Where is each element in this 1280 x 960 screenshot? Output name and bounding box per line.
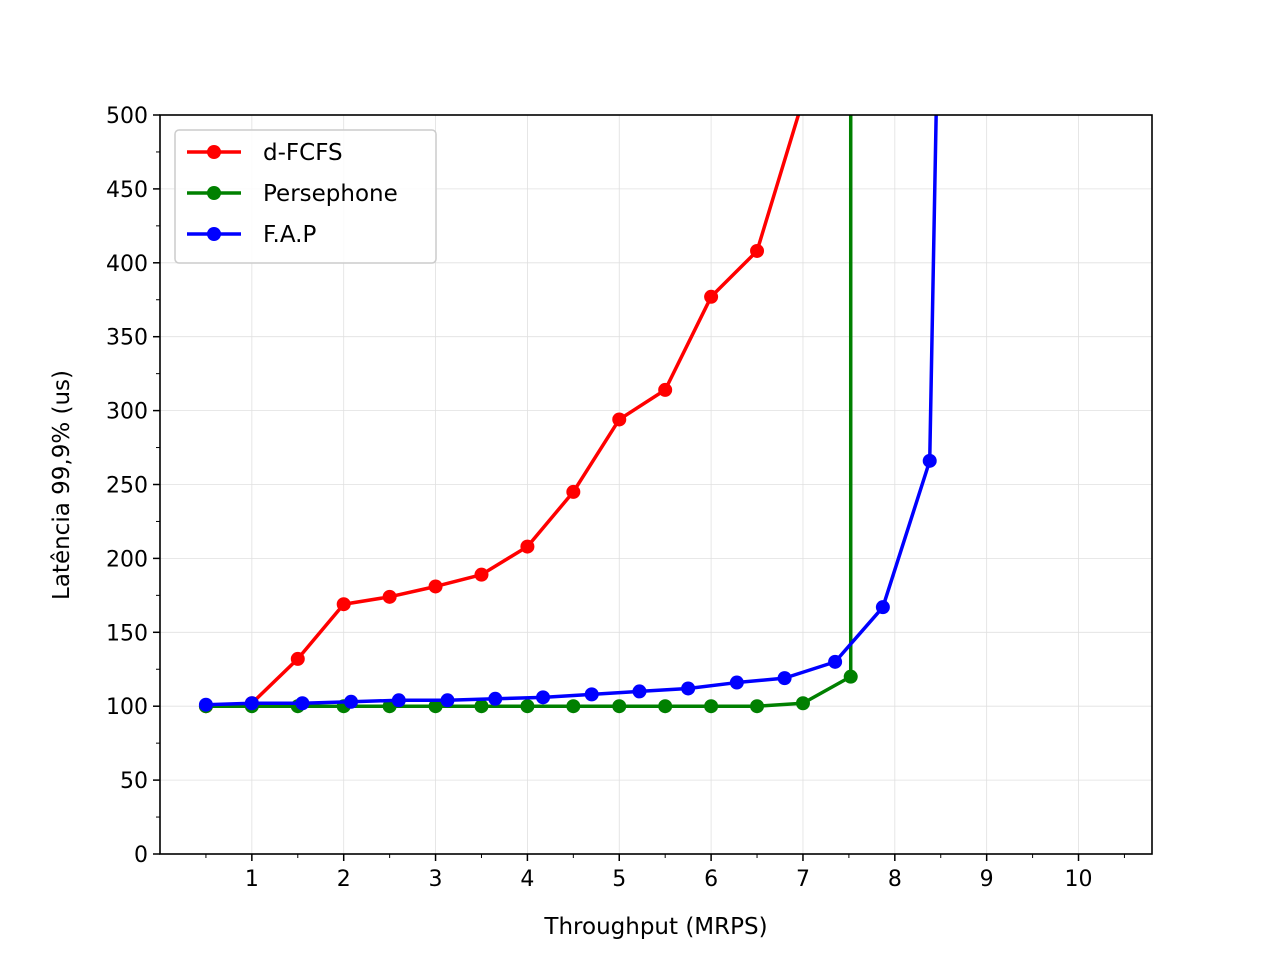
- data-point: [777, 671, 792, 686]
- data-point: [681, 681, 696, 696]
- y-tick-label: 50: [120, 769, 148, 794]
- data-point: [520, 539, 535, 554]
- y-tick-label: 300: [106, 400, 148, 425]
- data-point: [750, 243, 765, 258]
- y-tick-label: 250: [106, 474, 148, 499]
- legend-label: F.A.P: [263, 222, 316, 248]
- data-point: [922, 453, 937, 468]
- x-tick-label: 1: [245, 867, 259, 892]
- data-point: [584, 687, 599, 702]
- data-point: [336, 597, 351, 612]
- data-point: [344, 694, 359, 709]
- data-point: [612, 412, 627, 427]
- data-point: [290, 651, 305, 666]
- data-point: [704, 289, 719, 304]
- y-tick-label: 0: [134, 843, 148, 868]
- y-tick-label: 200: [106, 547, 148, 572]
- x-tick-label: 5: [612, 867, 626, 892]
- x-tick-label: 4: [520, 867, 534, 892]
- x-tick-label: 9: [980, 867, 994, 892]
- legend-marker: [207, 145, 221, 159]
- axis-ticks: 1 2 3 4 5 6 7 8 9 1005010015020025030035040045050…: [106, 104, 1125, 892]
- data-point: [828, 654, 843, 669]
- legend-entry: Persephone: [187, 181, 398, 207]
- data-point: [440, 693, 455, 708]
- data-point: [474, 699, 489, 714]
- x-tick-label: 8: [888, 867, 902, 892]
- y-tick-label: 450: [106, 178, 148, 203]
- data-point: [566, 484, 581, 499]
- legend: d-FCFS Persephone F.A.P: [174, 129, 437, 264]
- data-point: [428, 579, 443, 594]
- legend-entry: F.A.P: [187, 222, 316, 248]
- data-point: [520, 699, 535, 714]
- y-tick-label: 150: [106, 621, 148, 646]
- x-tick-label: 10: [1065, 867, 1093, 892]
- x-axis-label: Throughput (MRPS): [543, 914, 767, 940]
- data-point: [875, 600, 890, 615]
- y-tick-label: 100: [106, 695, 148, 720]
- legend-entry: d-FCFS: [187, 140, 343, 166]
- data-point: [843, 669, 858, 684]
- y-tick-label: 500: [106, 104, 148, 129]
- y-axis-label: Latência 99,9% (us): [49, 370, 75, 600]
- data-point: [488, 691, 503, 706]
- y-tick-label: 350: [106, 326, 148, 351]
- data-point: [750, 699, 765, 714]
- data-point: [729, 675, 744, 690]
- data-point: [658, 382, 673, 397]
- data-point: [295, 696, 310, 711]
- data-point: [658, 699, 673, 714]
- data-point: [566, 699, 581, 714]
- series-line: [205, 115, 853, 708]
- series-layer: [198, 114, 938, 714]
- legend-label: d-FCFS: [263, 140, 343, 166]
- x-tick-label: 6: [704, 867, 718, 892]
- data-point: [244, 696, 259, 711]
- x-tick-label: 3: [429, 867, 443, 892]
- data-point: [391, 693, 406, 708]
- data-point: [198, 697, 213, 712]
- legend-label: Persephone: [263, 181, 398, 207]
- data-point: [612, 699, 627, 714]
- data-point: [536, 690, 551, 705]
- x-tick-label: 2: [337, 867, 351, 892]
- series-f-a-p: [198, 114, 938, 712]
- x-tick-label: 7: [796, 867, 810, 892]
- data-point: [428, 699, 443, 714]
- legend-box: [174, 129, 437, 264]
- data-point: [382, 589, 397, 604]
- legend-marker: [207, 227, 221, 241]
- legend-marker: [207, 186, 221, 200]
- data-point: [795, 696, 810, 711]
- data-point: [704, 699, 719, 714]
- data-point: [474, 567, 489, 582]
- series-line: [205, 114, 801, 708]
- data-point: [632, 684, 647, 699]
- y-tick-label: 400: [106, 252, 148, 277]
